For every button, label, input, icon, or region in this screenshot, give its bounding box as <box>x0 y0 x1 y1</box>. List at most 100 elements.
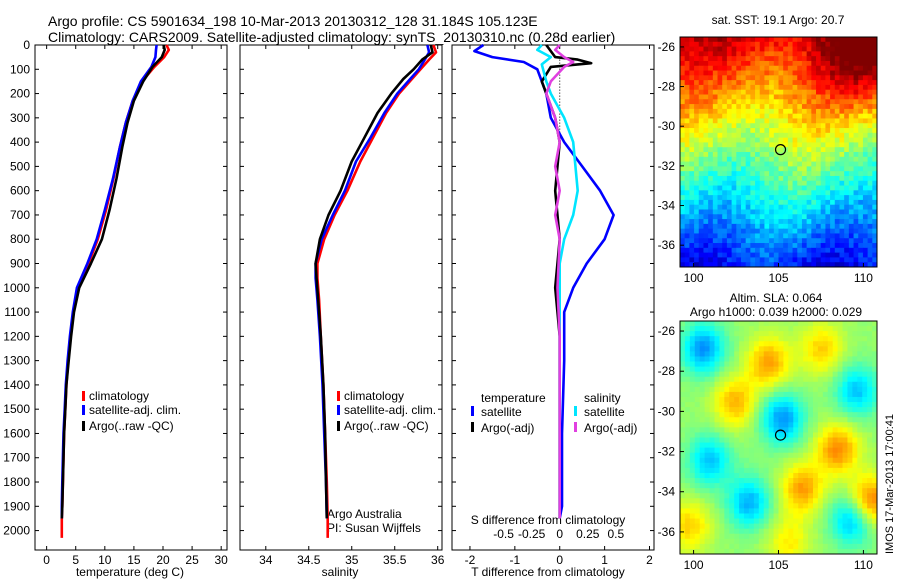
map-cell <box>783 152 789 158</box>
map-cell <box>736 209 742 215</box>
map-cell <box>768 396 775 403</box>
map-cell <box>739 442 745 449</box>
x-tick-label: 25 <box>185 553 199 567</box>
map-cell <box>773 417 780 423</box>
map-cell <box>763 366 770 373</box>
map-cell <box>729 351 735 358</box>
map-cell <box>731 75 737 81</box>
map-cell <box>764 118 770 124</box>
map-cell <box>837 417 844 423</box>
map-cell <box>825 137 831 144</box>
map-cell <box>703 199 709 206</box>
map-cell <box>684 180 690 187</box>
map-cell <box>808 538 814 545</box>
map-cell <box>867 118 873 124</box>
map-cell <box>839 180 845 187</box>
map-cell <box>750 252 756 259</box>
map-cell <box>801 247 808 254</box>
map-cell <box>755 41 761 48</box>
map-cell <box>745 70 751 76</box>
header-line2: Climatology: CARS2009. Satellite-adjuste… <box>48 29 615 45</box>
map-cell <box>808 508 814 515</box>
map-cell <box>812 503 819 510</box>
map-cell <box>842 457 849 464</box>
map-cell <box>753 326 760 332</box>
map-cell <box>848 175 855 182</box>
map-cell <box>703 161 709 167</box>
map-cell <box>839 219 845 225</box>
map-cell <box>808 483 814 489</box>
map-cell <box>872 447 877 454</box>
map-cell <box>858 46 864 52</box>
map-cell <box>858 89 864 96</box>
map-cell <box>769 152 775 158</box>
map-cell <box>729 442 735 449</box>
map-cell <box>822 513 829 520</box>
map-cell <box>708 156 714 163</box>
map-cell <box>848 185 855 191</box>
map-cell <box>719 538 725 545</box>
map-cell <box>822 376 829 383</box>
map-cell <box>817 493 824 499</box>
map-cell <box>872 376 877 383</box>
map-cell <box>763 472 770 479</box>
y-tick-label: 200 <box>10 87 30 101</box>
map-cell <box>769 108 775 115</box>
map-cell <box>740 84 747 91</box>
map-cell <box>811 113 817 120</box>
map-cell <box>703 238 709 244</box>
map-cell <box>797 94 803 100</box>
map-cell <box>736 190 742 196</box>
map-cell <box>744 407 750 413</box>
map-cell <box>787 118 794 124</box>
map-cell <box>847 371 853 378</box>
map-cell <box>773 361 780 368</box>
map-cell <box>740 147 747 153</box>
map-cell <box>806 243 812 249</box>
map-cell <box>680 228 686 235</box>
map-cell <box>817 402 824 408</box>
map-cell <box>857 498 863 504</box>
map-cell <box>867 104 873 110</box>
map-cell <box>844 137 850 144</box>
map-cell <box>830 199 836 206</box>
map-cell <box>745 223 751 230</box>
map-cell <box>857 467 863 474</box>
map-cell <box>820 104 826 110</box>
map-cell <box>731 56 737 62</box>
map-cell <box>750 204 756 211</box>
map-cell <box>872 336 877 342</box>
map-cell <box>792 195 798 201</box>
map-cell <box>740 152 747 158</box>
map-cell <box>817 543 824 550</box>
map-cell <box>834 46 841 52</box>
map-cell <box>680 346 686 352</box>
map-cell <box>783 142 789 148</box>
map-cell <box>853 204 859 211</box>
map-cell <box>812 432 819 439</box>
map-cell <box>753 391 760 398</box>
map-cell <box>709 543 716 550</box>
map-cell <box>825 94 831 100</box>
map-cell <box>731 123 737 129</box>
y-tick-label: 1300 <box>3 354 30 368</box>
map-cell <box>736 171 742 177</box>
map-cell <box>729 543 735 550</box>
map-cell <box>708 233 714 239</box>
map-cell <box>787 99 794 105</box>
map-cell <box>812 472 819 479</box>
map-cell <box>694 56 700 62</box>
map-cell <box>709 432 716 439</box>
map-cell <box>825 70 831 76</box>
map-cell <box>783 37 789 43</box>
map-cell <box>801 118 808 124</box>
map-cell <box>803 331 809 337</box>
map-cell <box>848 41 855 48</box>
map-cell <box>825 175 831 182</box>
map-cell <box>714 467 720 474</box>
map-cell <box>825 104 831 110</box>
map-cell <box>712 137 719 144</box>
map-cell <box>778 498 785 504</box>
map-cell <box>731 175 737 182</box>
map-cell <box>763 493 770 499</box>
